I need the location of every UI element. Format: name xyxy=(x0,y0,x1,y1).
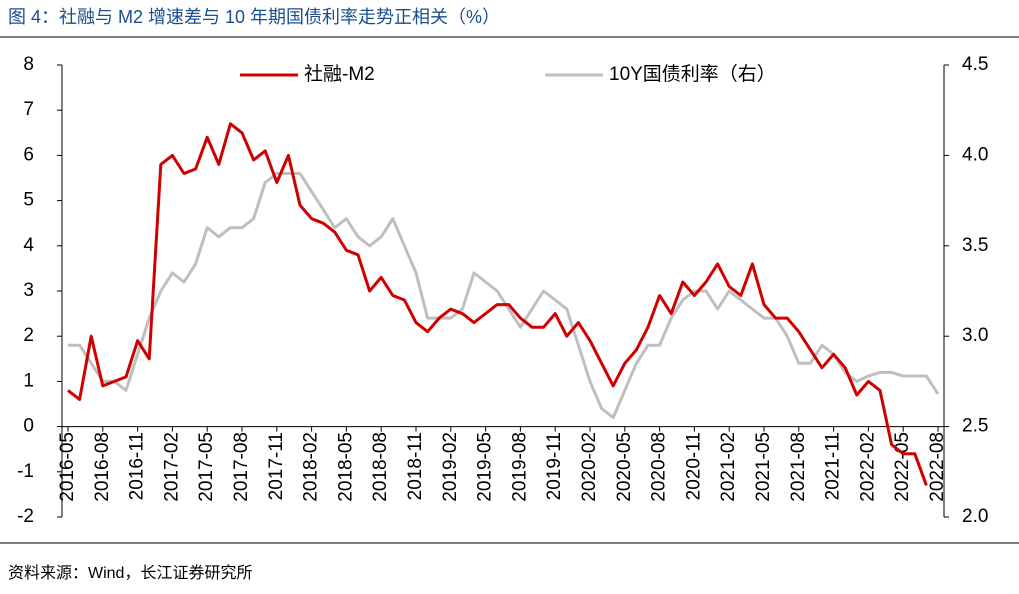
x-tick-label: 2017-08 xyxy=(231,432,252,502)
legend-label: 社融-M2 xyxy=(304,63,375,85)
x-tick-label: 2019-11 xyxy=(544,432,565,500)
y-tick-label: 3 xyxy=(23,280,34,301)
y2-tick-label: 3.5 xyxy=(962,235,988,256)
x-tick-label: 2017-02 xyxy=(161,432,182,502)
x-tick-label: 2017-05 xyxy=(196,432,217,502)
x-tick-label: 2016-08 xyxy=(92,432,113,502)
series-line xyxy=(67,122,928,486)
x-tick-label: 2016-11 xyxy=(127,432,148,500)
x-tick-label: 2018-02 xyxy=(301,432,322,502)
source: 资料来源：Wind，长江证券研究所 xyxy=(8,564,252,582)
x-tick-label: 2021-11 xyxy=(823,432,844,500)
y-tick-label: -1 xyxy=(17,461,34,482)
x-tick-label: 2020-05 xyxy=(614,432,635,502)
x-tick-label: 2019-05 xyxy=(475,432,496,502)
x-tick-label: 2019-08 xyxy=(509,432,530,502)
y-tick-label: 0 xyxy=(23,416,34,437)
x-tick-label: 2022-05 xyxy=(892,432,913,502)
y2-tick-label: 3.0 xyxy=(962,325,988,346)
y-tick-label: -2 xyxy=(17,506,34,527)
y-tick-label: 5 xyxy=(23,190,34,211)
y-tick-label: 8 xyxy=(23,54,34,75)
legend-label: 10Y国债利率（右） xyxy=(609,63,776,85)
x-tick-label: 2017-11 xyxy=(266,432,287,500)
x-tick-label: 2020-08 xyxy=(649,432,670,502)
y-tick-label: 2 xyxy=(23,325,34,346)
y-tick-label: 1 xyxy=(23,370,34,391)
x-tick-label: 2018-05 xyxy=(335,432,356,502)
x-tick-label: 2016-05 xyxy=(57,432,78,502)
x-tick-label: 2022-02 xyxy=(857,432,878,502)
x-tick-label: 2020-11 xyxy=(683,432,704,500)
chart-title: 图 4：社融与 M2 增速差与 10 年期国债利率走势正相关（%） xyxy=(8,7,500,27)
x-tick-label: 2020-02 xyxy=(579,432,600,502)
y-tick-label: 7 xyxy=(23,99,34,120)
y2-tick-label: 2.5 xyxy=(962,416,988,437)
x-tick-label: 2018-11 xyxy=(405,432,426,500)
x-tick-label: 2018-08 xyxy=(370,432,391,502)
y2-tick-label: 4.5 xyxy=(962,54,988,75)
x-tick-label: 2021-05 xyxy=(753,432,774,502)
x-tick-label: 2019-02 xyxy=(440,432,461,502)
y2-tick-label: 2.0 xyxy=(962,506,988,527)
y-tick-label: 6 xyxy=(23,144,34,165)
x-tick-label: 2021-08 xyxy=(788,432,809,502)
x-tick-label: 2022-08 xyxy=(927,432,948,502)
y-tick-label: 4 xyxy=(23,235,34,256)
x-tick-label: 2021-02 xyxy=(718,432,739,502)
series-line xyxy=(68,172,940,420)
y2-tick-label: 4.0 xyxy=(962,144,988,165)
